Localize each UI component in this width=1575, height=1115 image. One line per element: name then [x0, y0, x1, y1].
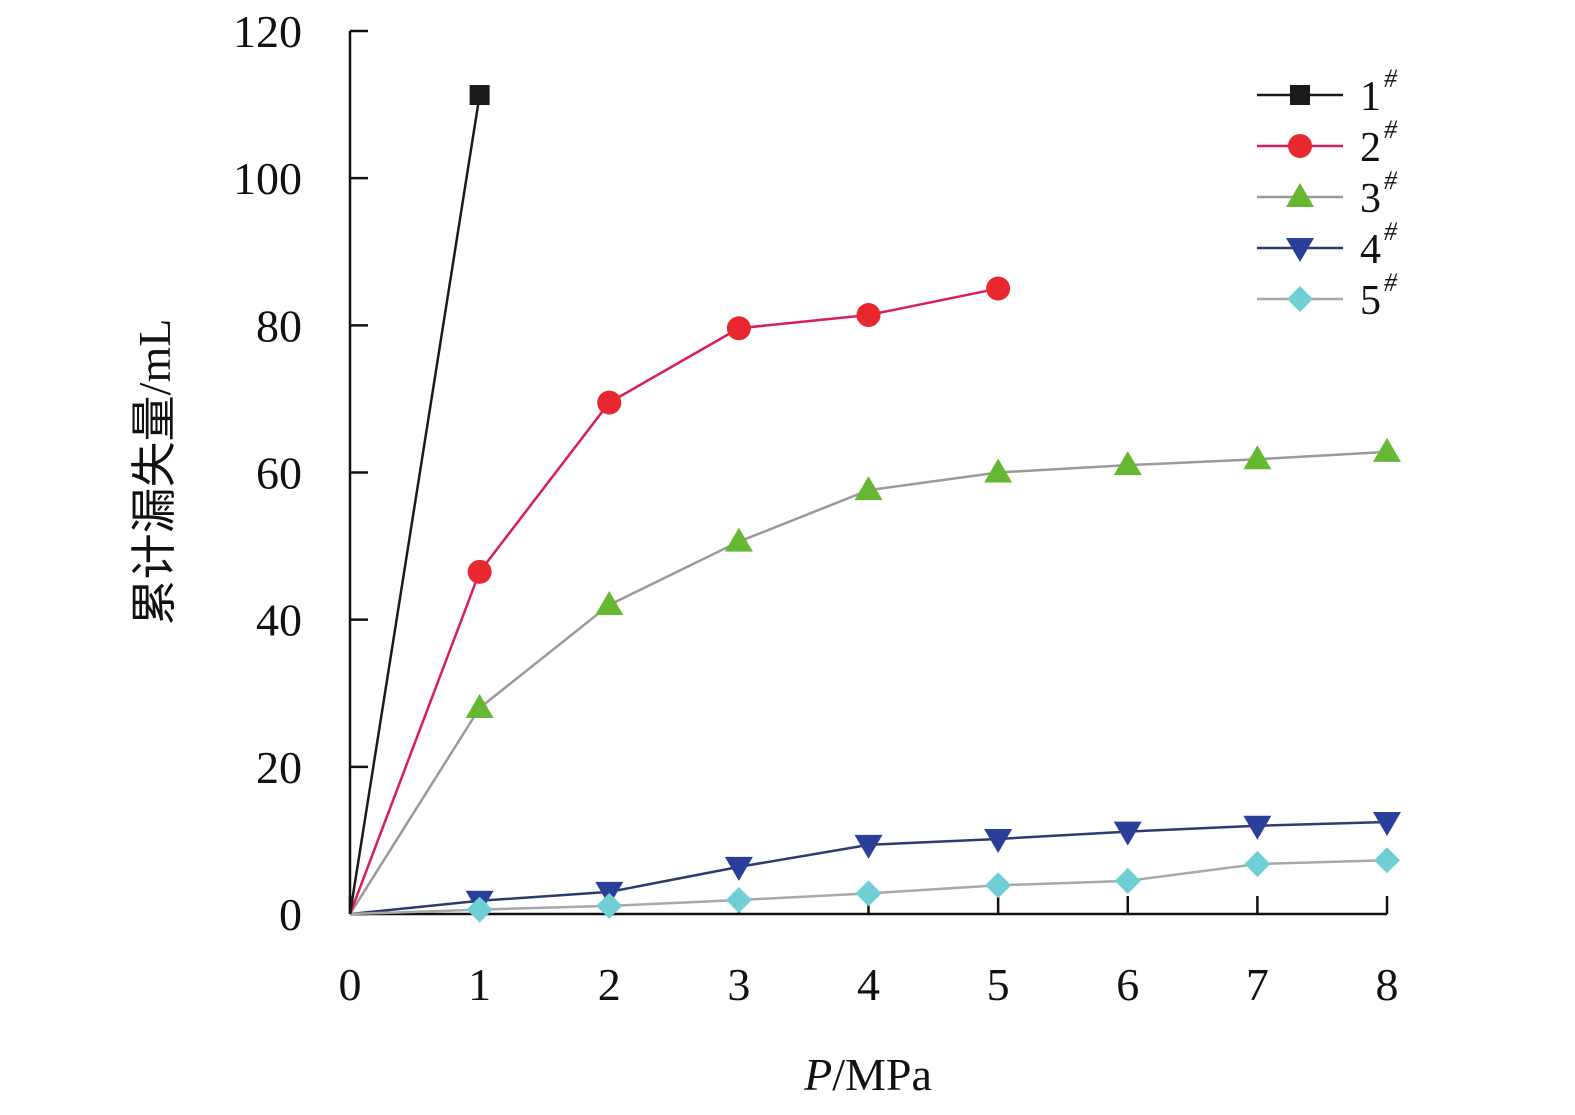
data-point-5	[1244, 850, 1271, 877]
y-tick-label: 20	[256, 742, 302, 793]
data-point-3	[854, 476, 883, 501]
data-point-4	[1373, 812, 1401, 837]
legend-marker	[1288, 134, 1312, 158]
legend-label: 5	[1360, 278, 1381, 324]
legend-entry-5: 5 #	[1257, 268, 1398, 324]
y-tick-label: 40	[256, 595, 302, 646]
legend-label-sup: #	[1384, 217, 1398, 246]
data-point-3	[465, 693, 494, 718]
data-point-2	[986, 276, 1011, 301]
legend-label-sup: #	[1384, 166, 1398, 195]
series-3	[348, 437, 1401, 915]
data-point-5	[466, 896, 493, 923]
axes	[348, 31, 1387, 916]
legend-marker	[1286, 183, 1314, 207]
legend: 1 #2 #3 #4 #5 #	[1257, 64, 1398, 324]
y-tick-label: 80	[256, 300, 302, 351]
data-point-5	[985, 872, 1012, 899]
legend-label: 3	[1360, 176, 1381, 222]
series-5	[349, 847, 1400, 923]
legend-label: 1	[1360, 74, 1381, 120]
data-point-4	[1113, 821, 1142, 846]
x-tick-label: 8	[1376, 959, 1399, 1010]
series-1	[348, 85, 490, 915]
data-point-4	[1243, 815, 1272, 840]
legend-entry-4: 4 #	[1257, 217, 1398, 273]
legend-entry-1: 1 #	[1257, 64, 1398, 120]
x-tick-label: 5	[987, 959, 1010, 1010]
data-point-2	[597, 390, 622, 415]
legend-label-sup: #	[1384, 115, 1398, 144]
y-tick-label: 120	[233, 6, 302, 57]
y-tick-label: 60	[256, 448, 302, 499]
data-point-4	[984, 828, 1013, 853]
data-point-3	[1243, 445, 1272, 470]
legend-marker	[1286, 238, 1314, 262]
data-point-2	[726, 316, 751, 341]
data-point-5	[596, 892, 623, 919]
x-axis-title-italic: P	[803, 1049, 832, 1100]
y-tick-label: 100	[233, 153, 302, 204]
legend-label-sup: #	[1384, 64, 1398, 93]
data-point-5	[1374, 847, 1400, 874]
x-axis-title-unit: /MPa	[832, 1049, 932, 1100]
series-4	[349, 812, 1401, 916]
x-tick-label: 6	[1116, 959, 1139, 1010]
data-point-1	[469, 85, 490, 106]
x-tick-label: 7	[1246, 959, 1269, 1010]
data-point-3	[1373, 437, 1401, 462]
data-point-3	[1113, 451, 1142, 476]
x-tick-label: 2	[598, 959, 621, 1010]
legend-marker	[1290, 85, 1310, 105]
x-axis-title: P/MPa	[803, 1049, 932, 1100]
y-ticks: 0 20 40 60 80 100 120	[233, 6, 368, 940]
data-point-4	[854, 834, 883, 859]
data-point-3	[595, 590, 624, 615]
series-group	[348, 85, 1401, 923]
series-line-1	[348, 94, 481, 915]
data-point-2	[467, 559, 492, 584]
data-point-5	[1114, 867, 1141, 894]
series-2	[348, 276, 1011, 915]
legend-entry-3: 3 #	[1257, 166, 1398, 222]
y-axis-title: 累计漏失量/mL	[129, 319, 180, 626]
data-point-2	[856, 303, 881, 328]
data-point-4	[724, 856, 753, 881]
data-point-5	[725, 887, 752, 914]
legend-entry-2: 2 #	[1257, 115, 1398, 171]
series-line-2	[348, 287, 999, 915]
data-point-5	[855, 880, 882, 907]
data-point-3	[724, 527, 753, 552]
data-point-3	[984, 458, 1013, 483]
legend-label-sup: #	[1384, 268, 1398, 297]
legend-marker	[1287, 286, 1313, 312]
legend-label: 2	[1360, 125, 1381, 171]
y-tick-label: 0	[279, 889, 302, 940]
legend-label: 4	[1360, 227, 1381, 273]
x-tick-label: 3	[727, 959, 750, 1010]
x-tick-label: 0	[339, 959, 362, 1010]
x-tick-label: 1	[468, 959, 491, 1010]
x-tick-label: 4	[857, 959, 880, 1010]
